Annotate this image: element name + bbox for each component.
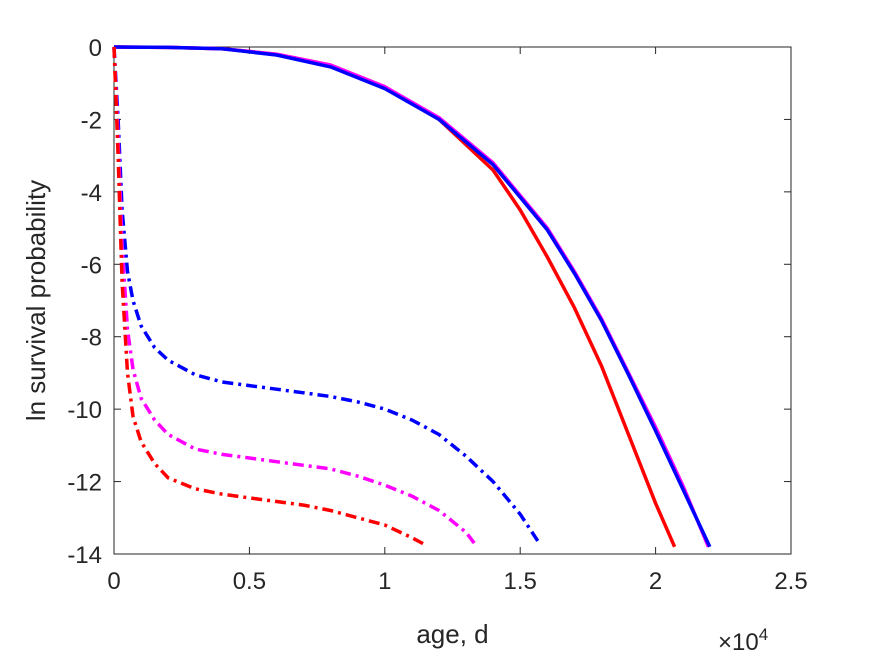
x-tick-label: 1.5 bbox=[504, 568, 537, 595]
x-axis: 0 0.5 1 1.5 2 2.5 bbox=[107, 47, 808, 595]
y-tick-label: -2 bbox=[81, 107, 102, 134]
y-axis-label: ln survival probability bbox=[21, 180, 51, 421]
series-line-dashdot-6 bbox=[112, 46, 427, 547]
x-axis-exponent-power: 4 bbox=[759, 625, 768, 644]
x-axis-label: age, d bbox=[416, 619, 488, 649]
series-line-dashdot-4 bbox=[112, 46, 541, 545]
x-axis-exponent: ×104 bbox=[718, 625, 768, 656]
y-tick-label: -8 bbox=[81, 325, 102, 352]
y-tick-label: 0 bbox=[89, 35, 102, 62]
series-line-solid-3 bbox=[113, 45, 712, 548]
y-tick-label: -4 bbox=[81, 180, 102, 207]
x-axis-exponent-base: ×10 bbox=[718, 629, 759, 656]
plot-area-frame bbox=[113, 46, 792, 555]
y-axis: 0 -2 -4 -6 -8 -10 -12 -14 bbox=[67, 35, 791, 569]
x-tick-label: 0 bbox=[107, 568, 120, 595]
y-tick-label: -14 bbox=[67, 542, 102, 569]
x-tick-label: 2 bbox=[649, 568, 662, 595]
y-tick-label: -12 bbox=[67, 470, 102, 497]
x-tick-label: 0.5 bbox=[233, 568, 266, 595]
x-tick-label: 2.5 bbox=[774, 568, 807, 595]
y-tick-label: -10 bbox=[67, 397, 102, 424]
x-tick-label: 1 bbox=[378, 568, 391, 595]
series-line-dashdot-5 bbox=[112, 46, 476, 545]
series-layer bbox=[112, 45, 712, 548]
y-tick-label: -6 bbox=[81, 252, 102, 279]
